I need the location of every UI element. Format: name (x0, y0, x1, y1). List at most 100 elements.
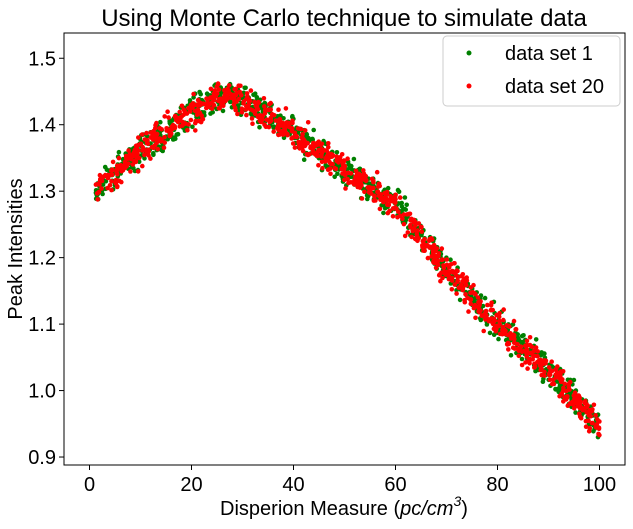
data-point (109, 187, 114, 193)
data-point (491, 321, 496, 327)
data-point (427, 244, 432, 249)
data-point (208, 86, 214, 92)
data-point (116, 178, 122, 184)
data-point (403, 207, 409, 212)
data-point (568, 401, 574, 406)
data-point (441, 265, 447, 271)
data-point (472, 302, 478, 308)
data-point (167, 133, 172, 139)
data-point (373, 198, 378, 203)
data-point (481, 328, 487, 334)
data-point (320, 165, 325, 171)
data-point (211, 98, 217, 103)
data-point (116, 155, 122, 161)
data-point (238, 83, 243, 89)
data-point (234, 99, 239, 104)
data-point (439, 257, 445, 263)
data-point (383, 195, 389, 201)
data-point (483, 312, 488, 318)
data-point (439, 246, 445, 251)
data-point (334, 150, 340, 155)
data-point (191, 95, 196, 100)
data-point (519, 362, 525, 368)
data-point (539, 367, 544, 372)
x-axis-label-math: pc/cm (399, 498, 453, 520)
data-point (546, 365, 552, 370)
data-point (237, 89, 242, 95)
data-point (413, 223, 418, 228)
data-point (175, 131, 181, 137)
data-point (351, 156, 357, 162)
data-point (485, 302, 490, 308)
data-point (297, 146, 303, 151)
data-point (586, 429, 592, 434)
data-point (535, 349, 540, 354)
data-point (551, 377, 556, 383)
data-point (527, 335, 533, 340)
data-point (456, 285, 462, 291)
data-point (408, 222, 413, 228)
data-point (164, 126, 169, 131)
data-point (151, 128, 156, 134)
data-point (390, 214, 396, 219)
data-point (345, 156, 350, 161)
data-point (416, 221, 422, 226)
data-point (233, 92, 239, 98)
y-tick-label: 1.1 (28, 314, 56, 336)
data-point (565, 403, 571, 409)
data-point (152, 142, 158, 148)
data-point (512, 336, 517, 342)
data-point (488, 302, 494, 308)
data-point (264, 117, 270, 122)
data-point (362, 189, 367, 195)
data-point (180, 119, 185, 125)
data-point (444, 262, 450, 268)
data-point (105, 185, 110, 191)
data-point (463, 282, 469, 288)
data-point (225, 96, 230, 101)
data-point (187, 106, 192, 112)
data-point (378, 194, 383, 200)
data-point (126, 156, 131, 161)
data-point (248, 88, 254, 93)
data-point (281, 116, 286, 121)
data-point (409, 234, 414, 240)
data-point (583, 418, 589, 424)
data-point (185, 127, 190, 133)
data-point (460, 272, 466, 277)
data-point (114, 184, 120, 190)
data-point (497, 318, 502, 324)
data-point (327, 159, 332, 165)
data-point (247, 98, 253, 103)
data-point (215, 82, 221, 87)
data-point (179, 114, 184, 119)
data-point (519, 356, 525, 362)
data-point (342, 163, 348, 169)
data-point (381, 210, 386, 216)
data-point (134, 145, 139, 150)
data-point (577, 395, 582, 401)
data-point (273, 118, 279, 123)
data-point (105, 174, 111, 180)
data-point (353, 168, 359, 174)
data-point (257, 125, 262, 130)
data-point (217, 98, 222, 104)
data-point (316, 163, 321, 168)
data-point (454, 291, 459, 296)
data-point (144, 140, 150, 146)
data-point (140, 163, 145, 169)
data-point (578, 415, 584, 421)
data-point (468, 301, 474, 307)
data-point (468, 290, 473, 296)
data-point (357, 166, 363, 172)
data-point (289, 128, 295, 134)
data-point (233, 86, 239, 92)
data-point (136, 135, 141, 140)
data-point (421, 248, 426, 253)
data-point (427, 236, 432, 242)
data-point (401, 221, 407, 227)
y-tick-label: 1.5 (28, 48, 56, 70)
data-point (431, 259, 436, 265)
data-point (276, 127, 281, 133)
